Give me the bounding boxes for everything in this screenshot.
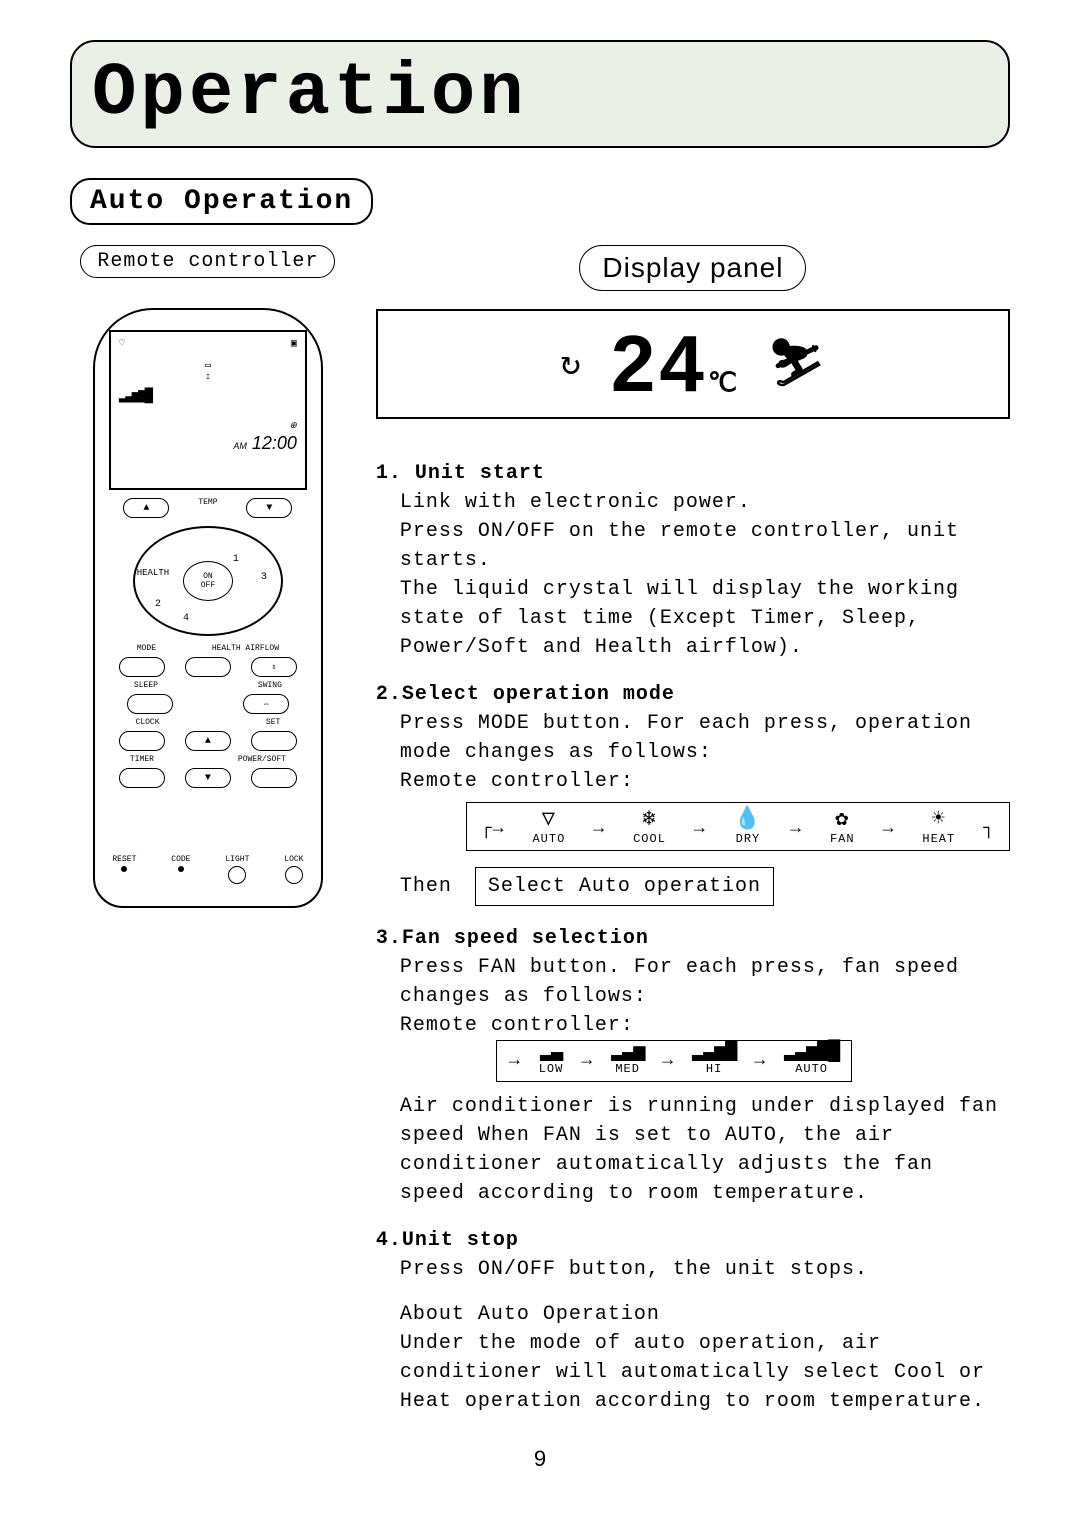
on-label: ON xyxy=(203,572,213,581)
step4-l1: Press ON/OFF button, the unit stops. xyxy=(400,1255,1010,1284)
pad-4: 4 xyxy=(183,613,189,624)
lock-label: LOCK xyxy=(284,855,303,864)
remote-controller: ♡▣ ▭↕ ▂▃▅▆█ ⊕AM 12:00 TEMP HEALTH ONOFF … xyxy=(93,308,323,908)
display-panel: ↻ 24℃ ⛷ xyxy=(376,309,1010,419)
light-label: LIGHT xyxy=(225,855,249,864)
off-label: OFF xyxy=(201,581,215,590)
pad-3: 3 xyxy=(261,572,267,583)
mode-button[interactable] xyxy=(119,657,165,677)
page-number: 9 xyxy=(70,1446,1010,1472)
step2-l1: Press MODE button. For each press, opera… xyxy=(400,709,1010,767)
blank-button[interactable] xyxy=(185,657,231,677)
remote-label: Remote controller xyxy=(80,245,335,278)
swing-button[interactable]: ⇔ xyxy=(243,694,289,714)
remote-time: 12:00 xyxy=(252,433,297,453)
health-label: HEALTH xyxy=(137,568,169,578)
auto-fan-icon: ▂▃▅▇█ xyxy=(784,1043,839,1061)
page-title: Operation xyxy=(92,52,528,136)
heat-icon: ☀ xyxy=(922,809,955,831)
step3-l3: Air conditioner is running under display… xyxy=(400,1092,1010,1208)
fan-icon: ✿ xyxy=(830,809,855,831)
instructions: 1. Unit start Link with electronic power… xyxy=(376,459,1010,1416)
subtitle-bar: Auto Operation xyxy=(70,178,373,225)
set-button[interactable] xyxy=(251,731,297,751)
display-temp: 24 xyxy=(611,319,708,408)
step2-l2: Remote controller: xyxy=(400,767,1010,796)
timer-label: TIMER xyxy=(130,755,154,764)
pad-1: 1 xyxy=(233,554,239,565)
step1-heading: 1. Unit start xyxy=(376,459,1010,488)
then-label: Then xyxy=(400,875,452,898)
auto-icon: ▽ xyxy=(532,809,565,831)
hi-icon: ▂▃▅▇ xyxy=(692,1043,736,1061)
reset-label: RESET xyxy=(112,855,136,864)
remote-ampm: AM xyxy=(233,441,247,451)
swing-label: SWING xyxy=(258,681,282,690)
clock-label: CLOCK xyxy=(136,718,160,727)
then-box: Select Auto operation xyxy=(475,867,774,906)
fan-cycle: → ▂▃LOW → ▂▃▅MED → ▂▃▅▇HI → ▂▃▅▇█AUTO xyxy=(496,1040,852,1081)
mode-cycle: ┌→ ▽AUTO → ❄COOL → 💧DRY → ✿FAN → ☀HEAT ┐ xyxy=(466,802,1010,851)
fan-hi: HI xyxy=(706,1062,722,1076)
sleep-label: SLEEP xyxy=(134,681,158,690)
step4-heading: 4.Unit stop xyxy=(376,1226,1010,1255)
dry-icon: 💧 xyxy=(734,809,762,831)
low-icon: ▂▃ xyxy=(539,1043,564,1061)
pad-2: 2 xyxy=(155,599,161,610)
fan-med: MED xyxy=(615,1062,640,1076)
mode-label: MODE xyxy=(137,644,156,653)
up-button[interactable] xyxy=(185,731,231,751)
sleep-button[interactable] xyxy=(127,694,173,714)
temp-label: TEMP xyxy=(198,498,217,518)
mode-cool: COOL xyxy=(633,832,666,846)
airflow-button[interactable]: ⇕ xyxy=(251,657,297,677)
mode-auto: AUTO xyxy=(532,832,565,846)
step2-heading: 2.Select operation mode xyxy=(376,680,1010,709)
timer-button[interactable] xyxy=(119,768,165,788)
step3-heading: 3.Fan speed selection xyxy=(376,924,1010,953)
mode-heat: HEAT xyxy=(922,832,955,846)
temp-up-button[interactable] xyxy=(123,498,169,518)
title-bar: Operation xyxy=(70,40,1010,148)
temp-down-button[interactable] xyxy=(246,498,292,518)
mode-dry: DRY xyxy=(736,832,761,846)
step1-l3: The liquid crystal will display the work… xyxy=(400,575,1010,662)
step1-l2: Press ON/OFF on the remote controller, u… xyxy=(400,517,1010,575)
code-label: CODE xyxy=(171,855,190,864)
remote-screen: ♡▣ ▭↕ ▂▃▅▆█ ⊕AM 12:00 xyxy=(109,330,307,490)
powersoft-button[interactable] xyxy=(251,768,297,788)
cool-icon: ❄ xyxy=(633,809,666,831)
fan-auto: AUTO xyxy=(795,1062,828,1076)
step3-l1: Press FAN button. For each press, fan sp… xyxy=(400,953,1010,1011)
med-icon: ▂▃▅ xyxy=(611,1043,644,1061)
down-button[interactable] xyxy=(185,768,231,788)
clock-button[interactable] xyxy=(119,731,165,751)
health-airflow-label: HEALTH AIRFLOW xyxy=(212,644,279,653)
set-label: SET xyxy=(266,718,280,727)
step1-l1: Link with electronic power. xyxy=(400,488,1010,517)
cycle-icon: ↻ xyxy=(560,343,580,385)
powersoft-label: POWER/SOFT xyxy=(238,755,286,764)
person-icon: ⛷ xyxy=(767,336,825,392)
step4-l2: Under the mode of auto operation, air co… xyxy=(400,1329,1010,1416)
about-heading: About Auto Operation xyxy=(400,1300,1010,1329)
mode-fan: FAN xyxy=(830,832,855,846)
fan-low: LOW xyxy=(539,1062,564,1076)
step3-l2: Remote controller: xyxy=(400,1011,1010,1040)
on-off-pad[interactable]: HEALTH ONOFF 1 2 3 4 xyxy=(133,526,283,636)
display-unit: ℃ xyxy=(708,367,737,397)
display-panel-label: Display panel xyxy=(579,245,806,291)
